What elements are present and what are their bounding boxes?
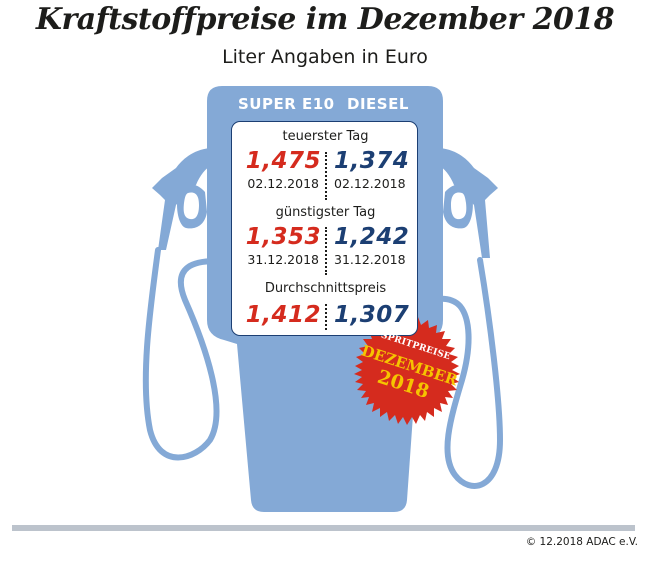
diesel-date-most-expensive: 02.12.2018 [334,176,406,191]
price-panel: teuerster Tag 1,475 1,374 02.12.2018 02.… [231,121,418,336]
left-nozzle-icon [152,148,212,250]
diesel-price-most-expensive: 1,374 [334,148,410,174]
e10-price-most-expensive: 1,475 [245,148,321,174]
column-header-diesel: DIESEL [347,95,409,113]
copyright-text: © 12.2018 ADAC e.V. [525,536,638,548]
e10-price-average: 1,412 [245,302,321,328]
diesel-price-cheapest: 1,242 [334,224,410,250]
section-label-average: Durchschnittspreis [264,281,387,296]
e10-price-cheapest: 1,353 [245,224,321,250]
section-label-cheapest: günstigster Tag [275,205,376,220]
column-header-super-e10: SUPER E10 [238,95,335,113]
page-subtitle: Liter Angaben in Euro [222,46,428,68]
section-label-most-expensive: teuerster Tag [282,129,369,144]
diesel-date-cheapest: 31.12.2018 [334,252,406,267]
diesel-price-average: 1,307 [334,302,410,328]
column-divider [325,304,327,330]
column-divider [325,152,327,200]
page-title: Kraftstoffpreise im Dezember 2018 [35,2,615,37]
right-nozzle-icon [438,148,498,258]
e10-date-most-expensive: 02.12.2018 [247,176,319,191]
right-hose-icon [417,257,504,489]
footer-bar [12,525,635,531]
e10-date-cheapest: 31.12.2018 [247,252,319,267]
column-divider [325,227,327,275]
left-hose-icon [142,247,233,461]
price-badge-starburst [354,316,460,425]
